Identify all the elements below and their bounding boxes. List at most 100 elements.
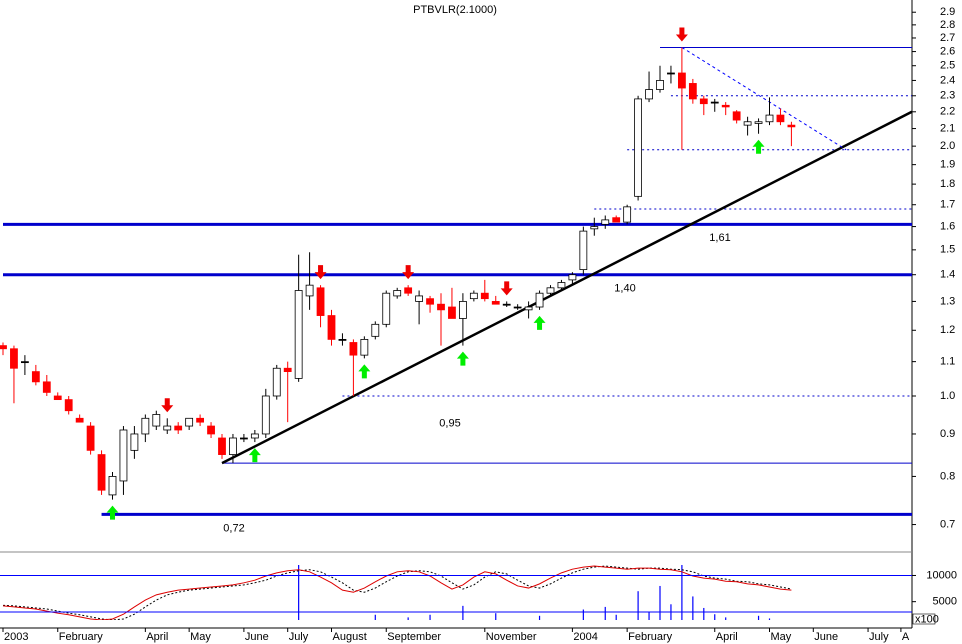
buy-arrow xyxy=(752,139,765,154)
sell-arrow xyxy=(314,265,327,280)
trendline xyxy=(681,47,847,151)
candle-body xyxy=(579,230,588,270)
chart-title: PTBVLR(2.1000) xyxy=(413,4,497,16)
candle-body xyxy=(349,342,358,356)
candle-body xyxy=(612,217,621,223)
candle-body xyxy=(546,287,555,294)
volume-tick-label: 5000 xyxy=(933,596,957,608)
candle-body xyxy=(710,101,719,104)
indicator-pane xyxy=(2,565,792,620)
y-tick-label: 2.0 xyxy=(940,140,955,152)
candle-body xyxy=(765,114,774,123)
y-tick-label: 1.2 xyxy=(940,324,955,336)
candle-body xyxy=(360,338,369,356)
y-tick-label: 2.9 xyxy=(940,6,955,18)
candle-body xyxy=(283,367,292,373)
y-tick-label: 1.8 xyxy=(940,178,955,190)
candle-body xyxy=(754,121,763,124)
candle-body xyxy=(743,121,752,126)
y-tick-label: 2.3 xyxy=(940,90,955,102)
candle-body xyxy=(53,395,62,401)
candle-body xyxy=(250,433,259,439)
candle-body xyxy=(678,72,686,89)
x-tick-label: August xyxy=(333,631,367,643)
candle-body xyxy=(721,104,730,108)
y-tick-label: 0.9 xyxy=(940,428,955,440)
buy-arrow xyxy=(358,364,371,379)
x-tick-label: 2003 xyxy=(4,631,28,643)
unit-box xyxy=(912,613,936,625)
candle-body xyxy=(10,348,18,369)
candle-body xyxy=(601,219,610,225)
x-tick-label: February xyxy=(59,631,104,643)
candle-body xyxy=(130,433,139,451)
sell-arrow xyxy=(500,281,513,296)
candle-body xyxy=(108,476,117,496)
level-label: 1,40 xyxy=(614,283,635,295)
buy-arrow xyxy=(456,351,469,366)
y-tick-label: 1.9 xyxy=(940,159,955,171)
candle-body xyxy=(415,295,424,302)
buy-arrow xyxy=(106,505,119,520)
level-label: 0,72 xyxy=(223,522,244,534)
trendline xyxy=(221,110,912,465)
x-tick-label: June xyxy=(814,631,838,643)
candle-body xyxy=(787,124,796,128)
x-tick-label: April xyxy=(716,631,738,643)
candle-body xyxy=(513,306,522,309)
candle-body xyxy=(327,315,336,340)
y-tick-label: 2.1 xyxy=(940,122,955,134)
candle-body xyxy=(42,381,51,393)
candle-body xyxy=(502,303,511,306)
candle-body xyxy=(0,345,7,350)
candle-body xyxy=(699,98,708,105)
candle-body xyxy=(623,206,632,223)
x-tick-label: July xyxy=(289,631,309,643)
candle-body xyxy=(426,298,434,305)
level-label: 1,61 xyxy=(709,232,730,244)
candle-body xyxy=(590,226,599,230)
candle-body xyxy=(218,437,226,455)
x-tick-label: June xyxy=(245,631,269,643)
y-tick-label: 1.7 xyxy=(940,199,955,211)
candle-body xyxy=(371,323,380,337)
y-tick-label: 1.5 xyxy=(940,244,955,256)
candle-body xyxy=(20,361,29,364)
y-tick-label: 1.3 xyxy=(940,295,955,307)
y-tick-label: 2.7 xyxy=(940,32,955,44)
x-tick-label: 2004 xyxy=(573,631,597,643)
candle-body xyxy=(174,425,183,431)
candle-body xyxy=(469,292,478,300)
x-tick-label: April xyxy=(146,631,168,643)
candle-body xyxy=(185,417,194,427)
candle-body xyxy=(634,98,642,197)
candle-body xyxy=(141,417,150,435)
candle-body xyxy=(458,301,467,319)
x-tick-label: May xyxy=(190,631,211,643)
candle-body xyxy=(305,284,314,297)
x-tick-label: September xyxy=(387,631,441,643)
sell-arrow xyxy=(402,265,415,280)
x-tick-label: May xyxy=(771,631,792,643)
candle-body xyxy=(568,274,577,281)
y-tick-label: 2.4 xyxy=(940,74,955,86)
y-tick-label: 0.7 xyxy=(940,518,955,530)
candle-body xyxy=(338,338,347,341)
candle-body xyxy=(119,429,128,482)
volume-tick-label: 10000 xyxy=(926,569,957,581)
y-tick-label: 0.8 xyxy=(940,470,955,482)
candle-body xyxy=(732,111,741,121)
x-tick-label: February xyxy=(628,631,673,643)
buy-arrow xyxy=(248,448,261,463)
candle-body xyxy=(294,290,303,379)
candle-body xyxy=(75,417,84,423)
candle-body xyxy=(239,437,248,440)
candle-body xyxy=(229,437,237,455)
buy-arrow xyxy=(533,315,546,330)
candle-body xyxy=(97,454,106,491)
y-tick-label: 2.8 xyxy=(940,19,955,31)
candle-body xyxy=(480,292,489,300)
candle-body xyxy=(64,399,73,412)
